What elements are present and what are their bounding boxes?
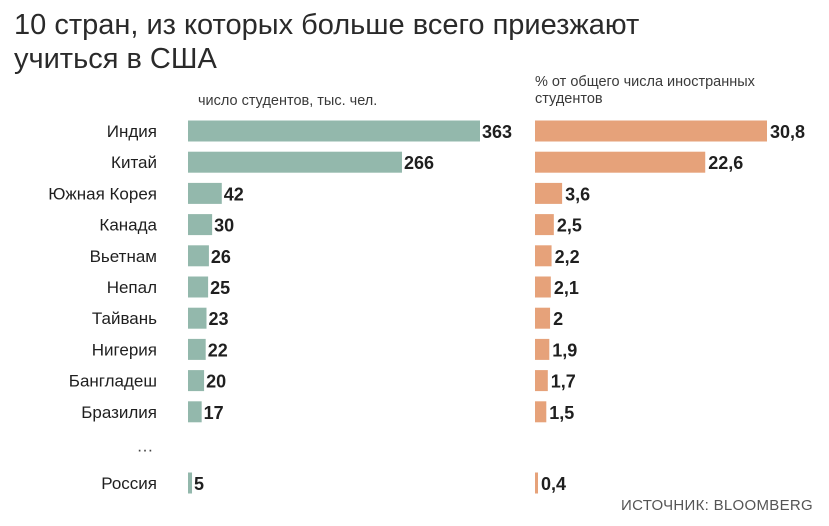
- percent-bar-row-6: [535, 307, 551, 329]
- percent-value-row-10: 0,4: [541, 474, 566, 494]
- chart-title: 10 стран, из которых больше всего приезж…: [14, 9, 640, 75]
- percent-value-row-4: 2,2: [555, 247, 580, 267]
- students-value-row-2: 42: [224, 184, 244, 204]
- percent-bar-row-1: [535, 151, 706, 173]
- students-series-label: число студентов, тыс. чел.: [198, 93, 378, 109]
- percent-bars: [535, 120, 767, 494]
- percent-value-row-7: 1,9: [552, 340, 577, 360]
- percent-bar-row-0: [535, 120, 767, 142]
- category-label-row-0: Индия: [107, 122, 157, 141]
- students-bars: [188, 120, 480, 494]
- percent-bar-row-2: [535, 182, 563, 204]
- students-value-row-8: 20: [206, 372, 226, 392]
- students-bar-row-0: [188, 120, 480, 142]
- percent-value-row-6: 2: [553, 309, 563, 329]
- category-label-row-4: Вьетнам: [90, 247, 157, 266]
- percent-value-row-2: 3,6: [565, 184, 590, 204]
- category-label-row-6: Тайвань: [92, 309, 157, 328]
- students-bar-row-9: [188, 401, 202, 423]
- students-bar-row-7: [188, 338, 206, 360]
- category-label-row-5: Непал: [107, 278, 157, 297]
- students-value-row-0: 363: [482, 122, 512, 142]
- students-value-labels: 363 266 42 30 26 25 23 22 20 17 5: [194, 122, 512, 494]
- percent-bar-row-3: [535, 214, 554, 236]
- category-labels: Индия Китай Южная Корея Канада Вьетнам Непал Т…: [48, 122, 157, 493]
- students-value-row-3: 30: [214, 216, 234, 236]
- category-label-row-1: Китай: [111, 153, 157, 172]
- category-label-row-9: Бразилия: [81, 403, 157, 422]
- students-value-row-1: 266: [404, 153, 434, 173]
- students-bar-row-5: [188, 276, 209, 298]
- percent-value-row-5: 2,1: [554, 278, 579, 298]
- percent-value-labels: 30,8 22,6 3,6 2,5 2,2 2,1 2 1,9 1,7 1,5 0,4: [541, 122, 805, 494]
- percent-value-row-8: 1,7: [551, 372, 576, 392]
- percent-bar-row-4: [535, 245, 552, 267]
- percent-bar-row-8: [535, 370, 548, 392]
- category-label-row-2: Южная Корея: [48, 184, 157, 203]
- students-value-row-10: 5: [194, 474, 204, 494]
- percent-value-row-0: 30,8: [770, 122, 805, 142]
- students-bar-row-8: [188, 370, 205, 392]
- students-bar-row-4: [188, 245, 209, 267]
- students-bar-row-3: [188, 214, 213, 236]
- students-value-row-6: 23: [209, 309, 229, 329]
- students-bar-row-1: [188, 151, 402, 173]
- students-value-row-4: 26: [211, 247, 231, 267]
- category-label-row-10: Россия: [101, 474, 157, 493]
- students-bar-row-6: [188, 307, 207, 329]
- percent-bar-row-9: [535, 401, 547, 423]
- category-label-row-3: Канада: [99, 216, 157, 235]
- students-bar-row-10: [188, 472, 193, 494]
- percent-series-label: % от общего числа иностранных студентов: [535, 74, 755, 107]
- students-value-row-7: 22: [208, 340, 228, 360]
- percent-value-row-9: 1,5: [549, 403, 574, 423]
- gap-ellipsis: …: [137, 436, 154, 455]
- percent-value-row-3: 2,5: [557, 216, 582, 236]
- category-label-row-8: Бангладеш: [69, 372, 157, 391]
- source-note: ИСТОЧНИК: BLOOMBERG: [620, 497, 813, 514]
- percent-bar-row-5: [535, 276, 551, 298]
- students-value-row-9: 17: [204, 403, 224, 423]
- percent-value-row-1: 22,6: [708, 153, 743, 173]
- percent-bar-row-7: [535, 338, 550, 360]
- category-label-row-7: Нигерия: [92, 340, 157, 359]
- students-bar-row-2: [188, 182, 222, 204]
- percent-bar-row-10: [535, 472, 539, 494]
- students-value-row-5: 25: [210, 278, 230, 298]
